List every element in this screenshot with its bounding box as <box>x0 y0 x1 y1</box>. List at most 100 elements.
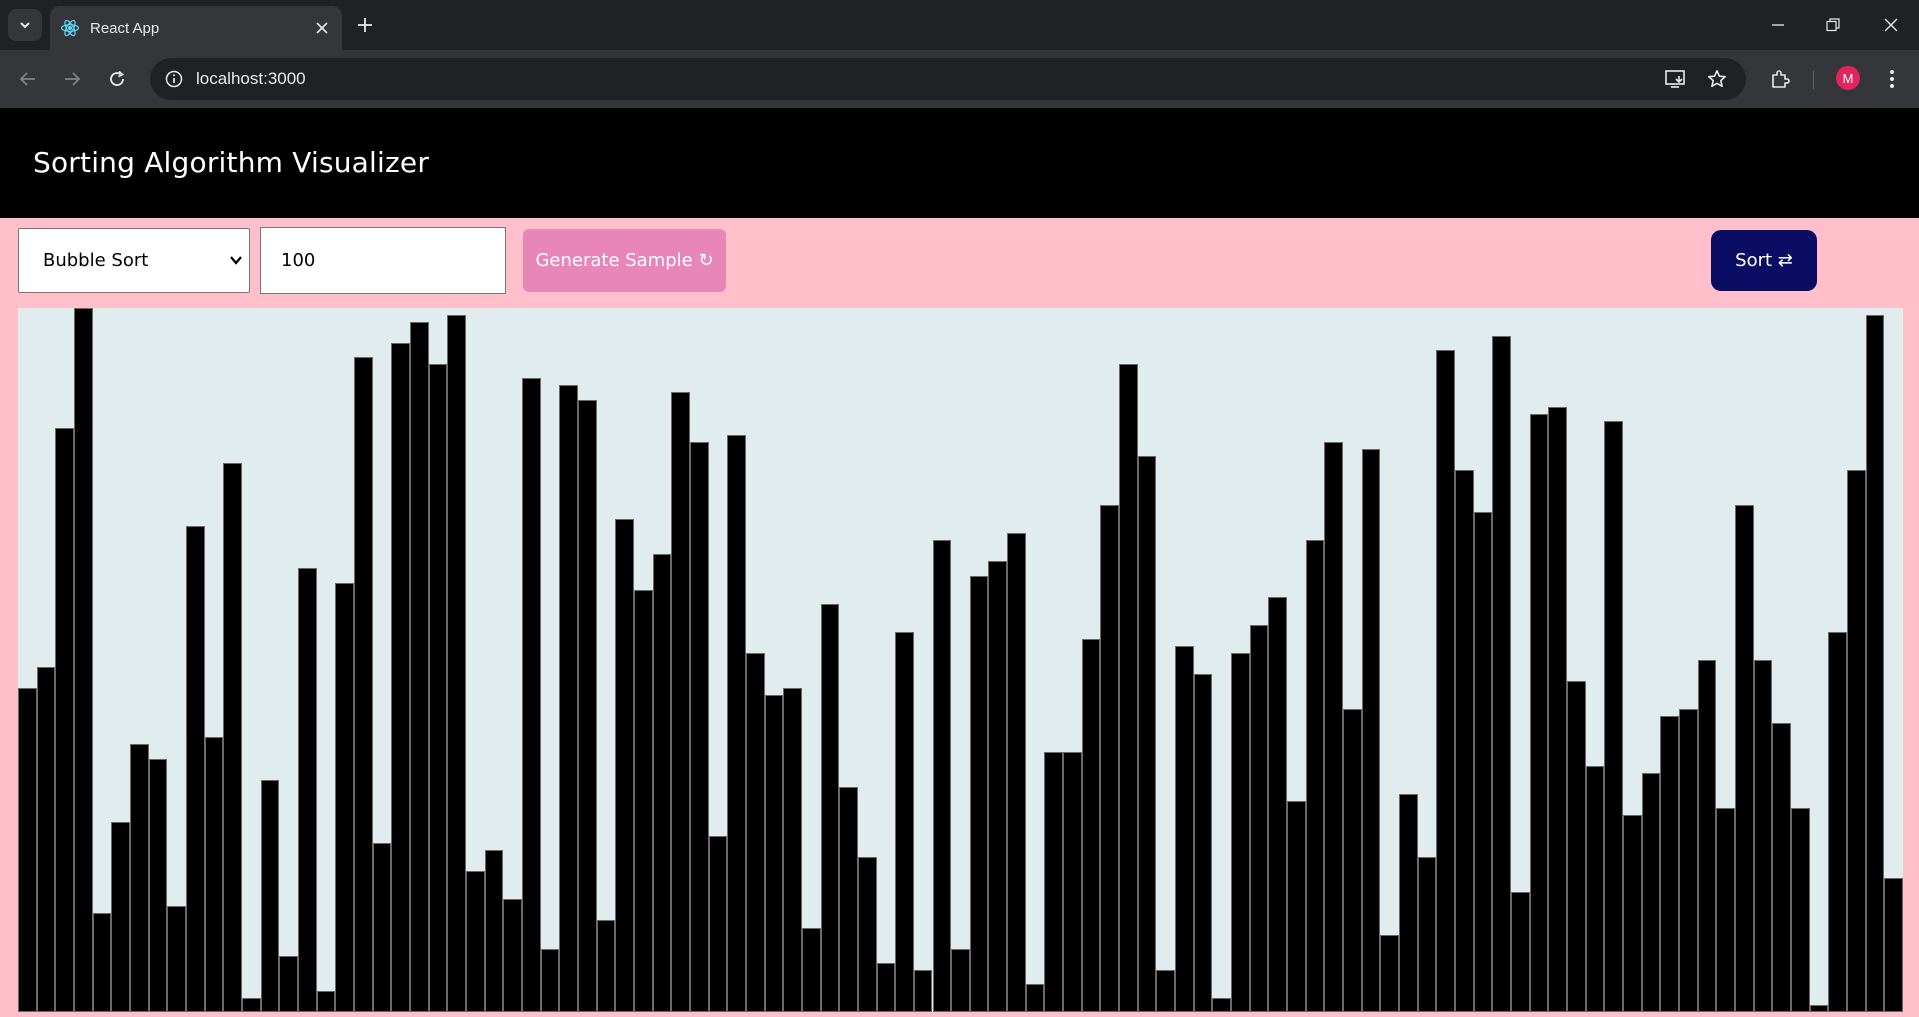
array-bar <box>764 695 784 1012</box>
array-bar <box>129 744 149 1012</box>
reload-button[interactable] <box>101 63 133 95</box>
profile-avatar[interactable]: M <box>1836 66 1860 90</box>
bars-chart <box>18 308 1903 1012</box>
array-bar <box>1828 631 1847 1012</box>
array-bar <box>951 948 970 1012</box>
array-bar <box>615 519 634 1012</box>
tab-search-button[interactable] <box>8 9 42 41</box>
array-bar <box>577 399 597 1012</box>
array-bar <box>1809 1004 1829 1012</box>
array-bar <box>1324 441 1344 1012</box>
array-bar <box>689 441 709 1012</box>
extensions-button[interactable] <box>1764 63 1796 95</box>
algorithm-select[interactable]: Bubble Sort <box>18 228 250 293</box>
array-bar <box>241 997 261 1012</box>
forward-button[interactable] <box>56 63 88 95</box>
browser-tab[interactable]: React App <box>50 6 342 50</box>
array-bar <box>857 857 877 1012</box>
new-tab-button[interactable] <box>352 12 378 38</box>
bookmark-star-icon[interactable] <box>1703 65 1731 93</box>
array-bar <box>1436 350 1456 1012</box>
tab-title: React App <box>90 19 160 37</box>
close-window-button[interactable] <box>1868 8 1914 42</box>
array-bar <box>372 843 392 1012</box>
array-bar <box>111 821 130 1012</box>
array-bar <box>335 582 354 1012</box>
install-app-icon[interactable] <box>1662 65 1690 93</box>
array-bar <box>1007 533 1026 1012</box>
arrow-right-icon <box>65 72 81 86</box>
algorithm-select-value: Bubble Sort <box>43 250 149 271</box>
array-bar <box>727 434 746 1012</box>
array-bar <box>1361 448 1381 1012</box>
array-bar <box>876 962 896 1012</box>
array-bar <box>167 906 186 1012</box>
array-size-input[interactable]: 100 <box>260 227 506 294</box>
array-bar <box>1641 772 1661 1012</box>
array-bar <box>652 554 672 1012</box>
puzzle-icon <box>1772 70 1790 88</box>
minimize-button[interactable] <box>1755 8 1801 42</box>
array-bar <box>1753 660 1773 1012</box>
array-bar <box>1417 857 1437 1012</box>
site-info-icon[interactable] <box>160 65 188 93</box>
array-bar <box>260 779 280 1012</box>
array-bar <box>1100 505 1120 1012</box>
menu-button[interactable] <box>1876 63 1908 95</box>
array-bar <box>708 836 728 1012</box>
array-bar <box>1249 624 1269 1012</box>
array-bar <box>540 948 560 1012</box>
close-icon <box>1884 18 1898 32</box>
array-bar <box>895 631 914 1012</box>
array-bar <box>1212 997 1232 1012</box>
array-bar <box>969 575 989 1012</box>
array-bar <box>484 850 504 1012</box>
array-bar <box>185 526 205 1012</box>
array-bar <box>988 561 1008 1012</box>
array-bar <box>204 737 224 1012</box>
array-bar <box>1529 413 1549 1012</box>
array-bar <box>633 589 653 1012</box>
back-button[interactable] <box>12 63 44 95</box>
reload-icon <box>110 70 125 86</box>
array-bar <box>932 540 952 1012</box>
array-bar <box>1455 469 1474 1012</box>
array-bar <box>353 357 373 1012</box>
array-bar <box>148 758 168 1012</box>
restore-button[interactable] <box>1810 8 1856 42</box>
array-bar <box>1847 469 1866 1012</box>
app-header: Sorting Algorithm Visualizer <box>0 108 1919 218</box>
array-bar <box>1791 807 1810 1012</box>
address-bar[interactable]: localhost:3000 <box>150 58 1746 100</box>
array-bar <box>801 927 821 1012</box>
array-bar <box>1343 709 1362 1012</box>
browser-toolbar: localhost:3000 <box>0 50 1919 108</box>
array-bar <box>391 343 410 1012</box>
url-text: localhost:3000 <box>196 69 306 88</box>
array-bar <box>279 955 298 1012</box>
array-bar <box>1063 751 1082 1012</box>
array-bar <box>1156 969 1176 1012</box>
sort-button[interactable]: Sort ⇄ <box>1711 230 1817 291</box>
array-bar <box>1660 716 1680 1012</box>
array-bar <box>465 871 485 1012</box>
generate-sample-button[interactable]: Generate Sample ↻ <box>523 229 726 292</box>
array-bar <box>1268 596 1288 1012</box>
array-bar <box>1697 660 1717 1012</box>
array-bar <box>1735 505 1754 1012</box>
minimize-icon <box>1772 24 1784 26</box>
array-bar <box>745 652 765 1012</box>
array-bar <box>596 920 616 1012</box>
array-bar <box>1585 765 1605 1012</box>
array-bar <box>1137 455 1157 1012</box>
plus-icon <box>358 18 372 32</box>
restore-icon <box>1826 18 1840 32</box>
array-bar <box>1380 934 1400 1012</box>
tab-close-icon[interactable] <box>312 18 332 38</box>
array-bar <box>503 899 522 1012</box>
array-bar <box>1025 983 1045 1012</box>
array-bar <box>820 603 840 1012</box>
browser-tabstrip: React App <box>0 0 1919 50</box>
array-bar <box>1473 512 1493 1012</box>
array-bar <box>18 688 37 1012</box>
